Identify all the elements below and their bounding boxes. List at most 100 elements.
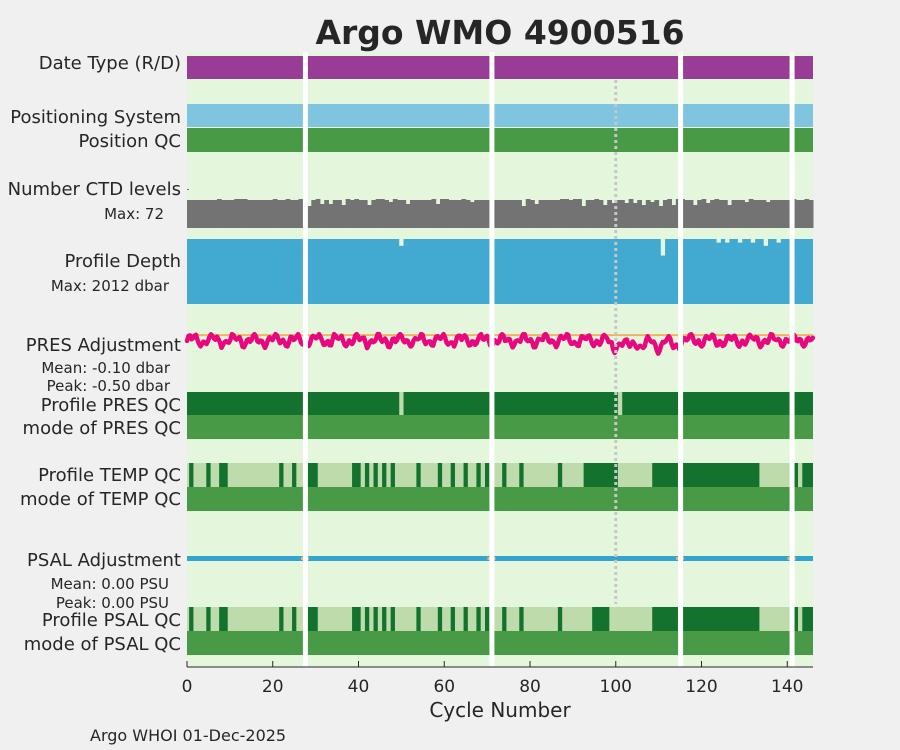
profile-depth-shallow-3 <box>725 239 730 243</box>
ctd-bar-45 <box>379 199 385 228</box>
x-tick-label-60: 60 <box>433 677 455 697</box>
ctd-bar-121 <box>705 203 711 228</box>
ctd-bar-76 <box>512 200 518 228</box>
temp-qc-block-13 <box>450 463 455 487</box>
ctd-bar-28 <box>307 206 312 228</box>
ctd-bar-106 <box>641 205 647 228</box>
psal-qc-block-21 <box>652 607 678 631</box>
temp-qc-block-6 <box>352 463 361 487</box>
data-gap-3 <box>789 52 795 667</box>
ctd-bar-33 <box>328 204 334 228</box>
ctd-bar-0 <box>187 200 192 228</box>
ctd-bar-120 <box>701 199 707 228</box>
temp-qc-block-12 <box>437 463 443 487</box>
temp-qc-block-23 <box>791 463 798 487</box>
psal-qc-block-15 <box>476 607 481 631</box>
ctd-bar-23 <box>285 199 291 228</box>
ctd-bar-1 <box>191 200 197 228</box>
ctd-bar-46 <box>384 200 390 228</box>
ctd-bar-103 <box>628 199 634 228</box>
ctd-bar-32 <box>324 200 329 228</box>
label-ctd-levels: Number CTD levels <box>8 179 181 200</box>
label-profile-depth: Profile Depth <box>64 251 181 272</box>
label-psal-peak: Peak: 0.00 PSU <box>56 594 169 612</box>
label-date-type: Date Type (R/D) <box>39 53 181 74</box>
label-pres-peak: Peak: -0.50 dbar <box>47 377 171 395</box>
ctd-bar-95 <box>594 199 600 228</box>
temp-qc-block-17 <box>502 463 507 487</box>
psal-qc-block-11 <box>416 607 421 631</box>
label-depth-max: Max: 2012 dbar <box>51 277 170 295</box>
ctd-bar-100 <box>615 200 621 228</box>
ctd-bar-99 <box>611 203 617 228</box>
x-tick-label-120: 120 <box>685 677 717 697</box>
temp-qc-block-10 <box>390 463 395 487</box>
temp-qc-block-16 <box>484 463 490 487</box>
ctd-bar-133 <box>757 200 763 228</box>
ctd-bar-11 <box>234 199 239 228</box>
ctd-bar-81 <box>534 204 540 228</box>
profile-pres-qc-bad-1 <box>617 392 623 415</box>
data-gap-1 <box>489 52 495 667</box>
ctd-bar-36 <box>341 205 347 228</box>
date-type-band <box>187 56 813 79</box>
x-axis-label: Cycle Number <box>429 698 571 722</box>
label-pres-mean: Mean: -0.10 dbar <box>41 359 171 377</box>
positioning-system-band <box>187 104 813 127</box>
ctd-bar-74 <box>504 200 510 228</box>
ctd-bar-135 <box>765 202 771 228</box>
psal-qc-block-12 <box>437 607 443 631</box>
ctd-bar-13 <box>242 199 248 228</box>
x-tick-label-40: 40 <box>348 677 370 697</box>
psal-qc-block-10 <box>390 607 395 631</box>
ctd-bar-78 <box>521 206 527 228</box>
ctd-bar-53 <box>414 200 420 228</box>
ctd-bar-129 <box>740 200 745 228</box>
ctd-bar-10 <box>229 200 235 228</box>
ctd-bar-69 <box>482 200 488 228</box>
label-pres-adjustment: PRES Adjustment <box>26 335 181 356</box>
ctd-bar-119 <box>697 200 703 228</box>
psal-qc-block-3 <box>279 607 284 631</box>
ctd-bar-125 <box>722 200 728 228</box>
ctd-bar-16 <box>255 200 261 228</box>
ctd-bar-56 <box>427 200 432 228</box>
ctd-bar-98 <box>607 200 612 228</box>
ctd-bar-64 <box>461 199 467 228</box>
ctd-bar-15 <box>251 200 257 228</box>
ctd-bar-17 <box>259 200 265 228</box>
ctd-bar-58 <box>435 204 441 228</box>
profile-depth-band <box>187 239 813 304</box>
psal-qc-block-23 <box>791 607 798 631</box>
ctd-bar-37 <box>345 199 351 228</box>
ctd-bar-84 <box>547 200 552 228</box>
ctd-max-tick <box>187 189 189 190</box>
ctd-bar-101 <box>620 200 625 228</box>
ctd-bar-50 <box>401 200 407 228</box>
ctd-bar-4 <box>204 200 209 228</box>
ctd-bar-67 <box>474 200 480 228</box>
ctd-bar-24 <box>289 200 295 228</box>
psal-qc-block-22 <box>682 607 760 631</box>
ctd-bar-34 <box>332 200 338 228</box>
ctd-bar-138 <box>778 200 784 228</box>
ctd-bar-90 <box>572 199 578 228</box>
ctd-bar-29 <box>311 200 317 228</box>
ctd-bar-122 <box>710 200 715 228</box>
ctd-bar-126 <box>727 205 733 228</box>
psal-qc-block-8 <box>373 607 378 631</box>
label-psal-adjustment: PSAL Adjustment <box>27 550 181 571</box>
ctd-bar-60 <box>444 199 450 228</box>
psal-qc-block-14 <box>463 607 468 631</box>
temp-qc-block-0 <box>189 463 194 487</box>
ctd-bar-31 <box>319 204 325 228</box>
ctd-bar-128 <box>735 200 741 228</box>
tick-layer: 0 20 40 60 80 100 120 140 <box>182 661 804 697</box>
ctd-bar-61 <box>448 200 454 228</box>
profile-depth-shallow-1 <box>660 239 666 256</box>
ctd-bar-111 <box>662 200 668 228</box>
ctd-bar-47 <box>388 202 394 228</box>
ctd-bar-21 <box>277 200 282 228</box>
profile-depth-shallow-4 <box>737 239 743 243</box>
psal-qc-block-6 <box>352 607 361 631</box>
